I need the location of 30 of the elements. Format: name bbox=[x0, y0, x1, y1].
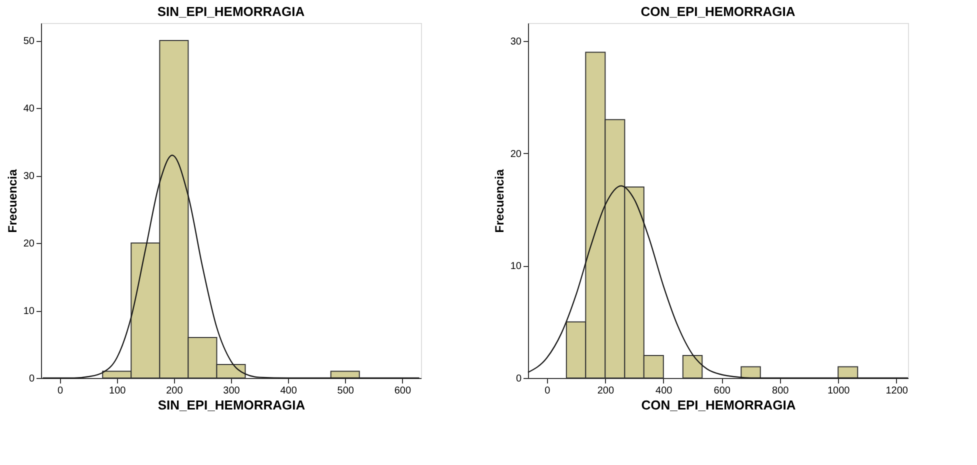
x-tick-label: 1000 bbox=[827, 386, 850, 396]
x-tick-label: 500 bbox=[337, 386, 354, 396]
y-tick-label: 10 bbox=[510, 261, 522, 272]
x-tick-label: 1200 bbox=[886, 386, 908, 396]
x-tick-label: 0 bbox=[544, 386, 551, 396]
x-tick-label: 600 bbox=[714, 386, 731, 396]
x-tick-label: 400 bbox=[656, 386, 673, 396]
x-tick-label: 400 bbox=[280, 386, 298, 396]
y-tick-label: 30 bbox=[510, 36, 522, 48]
x-tick-label: 0 bbox=[58, 386, 64, 396]
x-axis-title: SIN_EPI_HEMORRAGIA bbox=[158, 398, 306, 412]
chart-title: CON_EPI_HEMORRAGIA bbox=[640, 4, 796, 19]
chart-title: SIN_EPI_HEMORRAGIA bbox=[157, 4, 306, 19]
x-tick-label: 100 bbox=[109, 386, 126, 396]
y-tick-label: 0 bbox=[516, 374, 522, 384]
y-tick-label: 20 bbox=[23, 238, 35, 250]
y-tick-label: 20 bbox=[510, 148, 522, 160]
x-tick-label: 200 bbox=[597, 386, 614, 396]
y-tick-label: 10 bbox=[23, 306, 35, 318]
y-tick-label: 40 bbox=[23, 104, 35, 115]
y-tick-label: 50 bbox=[23, 36, 35, 48]
y-tick-label: 30 bbox=[23, 171, 35, 182]
y-axis-title: Frecuencia bbox=[492, 169, 506, 233]
y-tick-label: 0 bbox=[28, 374, 35, 384]
x-axis-title: CON_EPI_HEMORRAGIA bbox=[641, 398, 796, 412]
x-tick-label: 200 bbox=[166, 386, 184, 396]
x-tick-label: 300 bbox=[223, 386, 240, 396]
x-tick-label: 600 bbox=[394, 386, 412, 396]
x-tick-label: 800 bbox=[772, 386, 790, 396]
y-axis-title: Frecuencia bbox=[5, 169, 20, 233]
